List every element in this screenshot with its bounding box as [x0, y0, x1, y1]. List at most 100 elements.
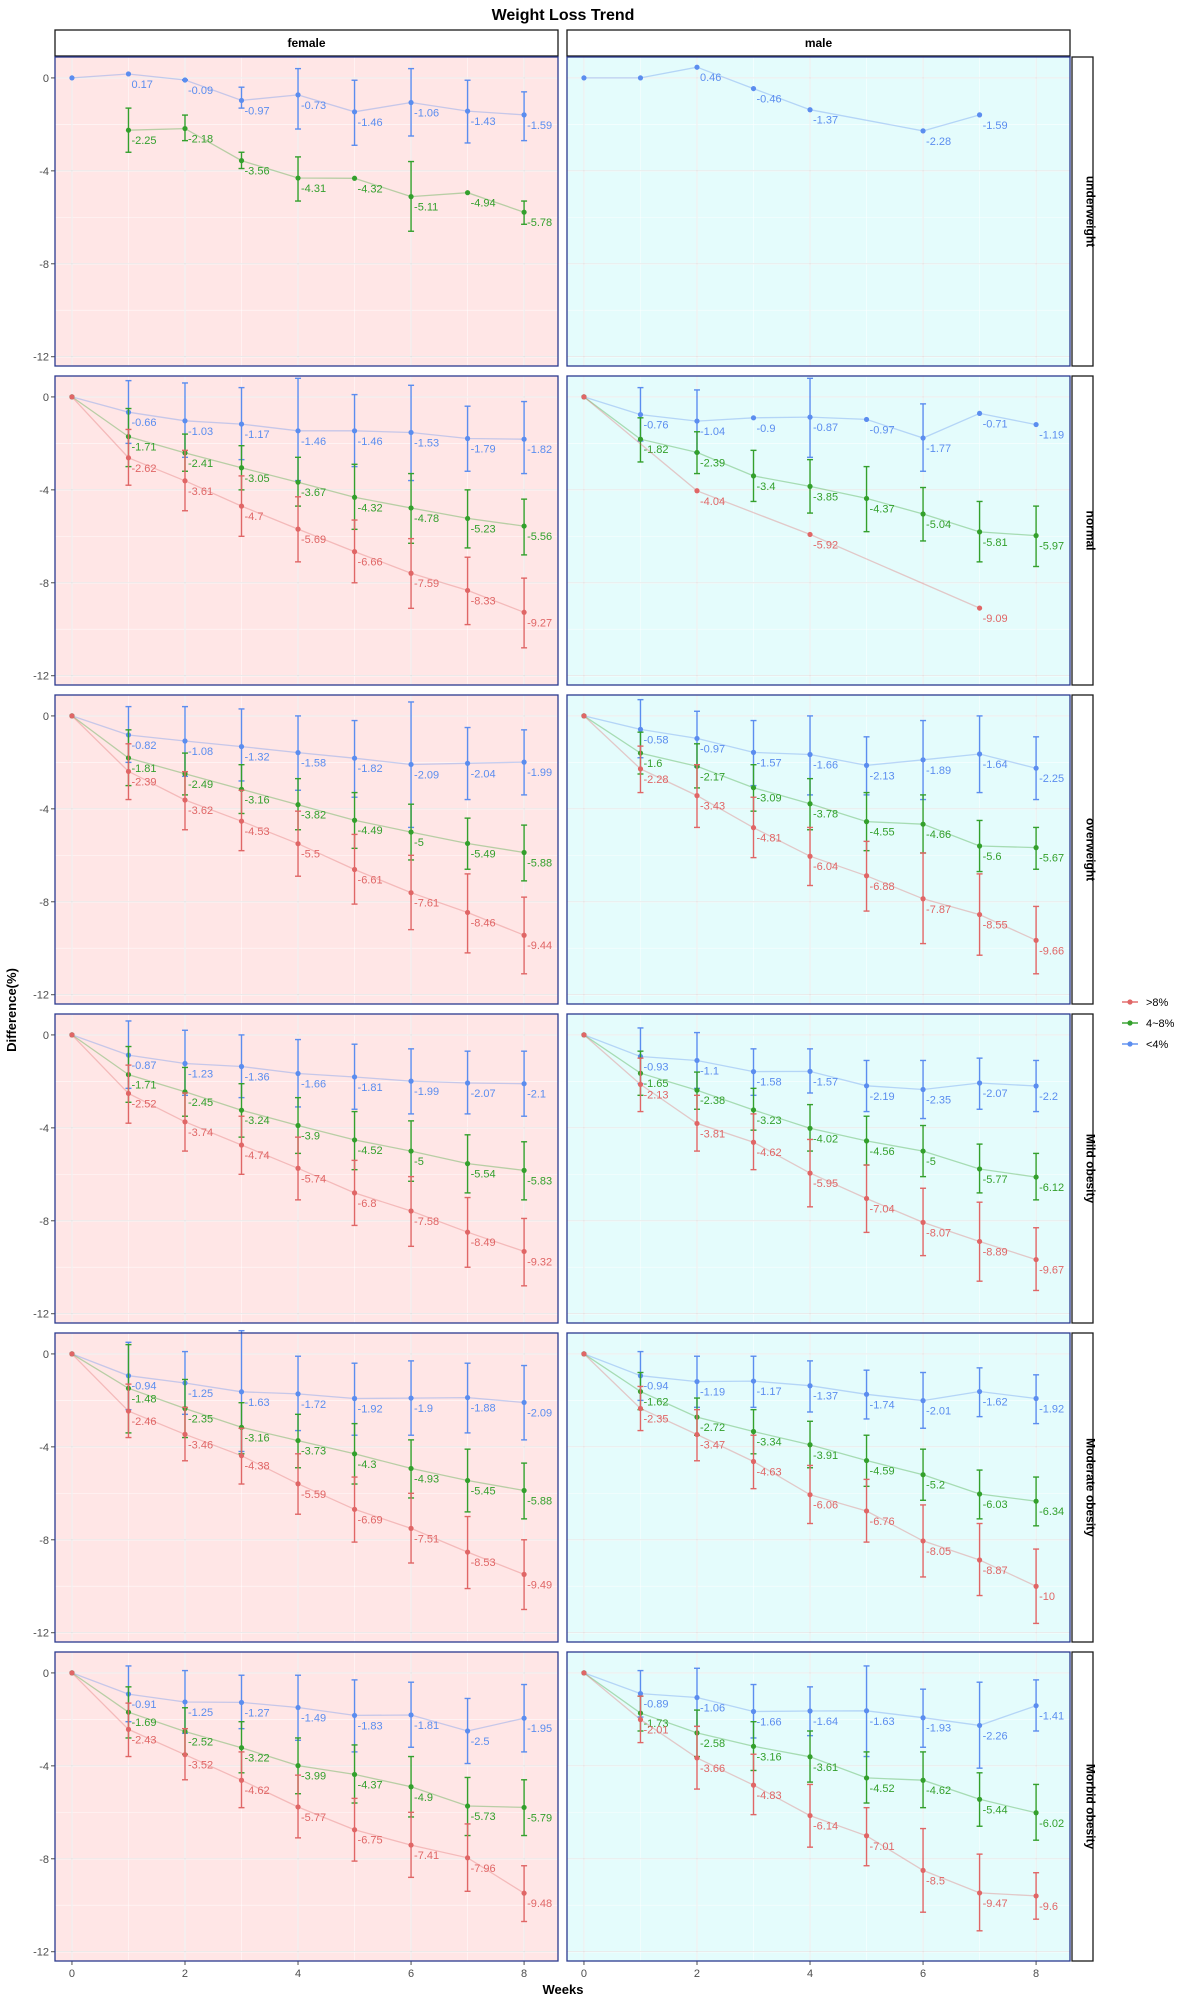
data-point — [807, 751, 813, 758]
data-label: -6.69 — [358, 1514, 383, 1526]
data-label: -2.43 — [131, 1734, 156, 1746]
data-label: -2.13 — [643, 1089, 668, 1101]
data-label: -6.02 — [1039, 1818, 1064, 1830]
data-point — [976, 112, 983, 118]
data-label: -1.27 — [245, 1707, 270, 1719]
data-label: -1.62 — [983, 1397, 1008, 1409]
data-point — [408, 570, 414, 576]
data-point — [351, 755, 358, 761]
data-label: -9.67 — [1039, 1265, 1064, 1277]
panel-border — [54, 1013, 559, 1324]
data-point — [351, 549, 358, 555]
data-label: -7.58 — [414, 1216, 439, 1228]
data-label: -1.57 — [757, 757, 782, 769]
data-label: -8.46 — [471, 917, 496, 929]
data-point — [238, 1453, 245, 1459]
data-label: -3.91 — [813, 1450, 838, 1462]
data-label: -4.31 — [301, 183, 326, 195]
data-label: -1.48 — [131, 1393, 156, 1405]
legend-key-point — [1127, 999, 1133, 1005]
data-point — [920, 1538, 926, 1544]
data-point — [807, 1125, 813, 1131]
data-point — [182, 1699, 188, 1705]
data-label: -1.99 — [527, 767, 552, 779]
data-point — [863, 819, 870, 825]
panel-morbid-obesity-male: -0.89 -1.06 -1.66 -1.64 -1.63 -1.93 -2.26 -1.41… — [566, 1651, 1071, 1962]
panel-background — [567, 1333, 1070, 1642]
chart-title: Weight Loss Trend — [492, 7, 635, 24]
x-tick-label: 8 — [521, 1968, 527, 1980]
data-point — [182, 797, 188, 803]
panel-normal-male: -0.76-1.04 -0.9 -0.87 -0.97-1.77-0.71-1.19-… — [566, 375, 1071, 686]
data-label: -2.52 — [188, 1736, 213, 1748]
panel-background — [55, 695, 558, 1004]
data-label: -1.37 — [813, 1391, 838, 1403]
data-label: -1.06 — [700, 1703, 725, 1715]
y-tick-label: 0 — [43, 1030, 49, 1042]
column-strip-male — [566, 29, 1071, 57]
data-label: -1.23 — [188, 1068, 213, 1080]
data-point — [750, 825, 757, 831]
data-point — [521, 112, 527, 118]
data-point — [295, 479, 301, 485]
data-label: -5 — [926, 1156, 936, 1168]
data-point — [694, 64, 700, 70]
legend-key-point — [1127, 1020, 1133, 1026]
data-point — [920, 1148, 926, 1154]
data-point — [807, 107, 813, 113]
data-label: -1.04 — [700, 426, 725, 438]
data-point — [464, 840, 471, 847]
panel-mild-obesity-female: -0.87-1.23 -1.36-1.66 -1.81 -1.99 -2.07 -2.1-… — [54, 1013, 559, 1324]
data-point — [807, 853, 813, 859]
data-point — [351, 109, 358, 115]
panel-underweight-male: 0.46 -0.46 -1.37 -2.28 -1.59 — [566, 56, 1071, 367]
data-point — [295, 92, 301, 98]
data-label: -1.46 — [358, 117, 383, 129]
data-label: -2.1 — [527, 1089, 546, 1101]
data-label: -0.71 — [983, 418, 1008, 430]
data-point — [750, 1428, 757, 1435]
x-tick-label: 2 — [182, 1968, 188, 1980]
data-point — [182, 1431, 188, 1437]
data-label: -0.46 — [757, 94, 782, 106]
data-label: -5.83 — [527, 1175, 552, 1187]
data-point — [351, 428, 358, 434]
x-axis-label: Weeks — [543, 1982, 584, 1997]
data-label: -2.52 — [131, 1098, 156, 1110]
data-label: -1.17 — [757, 1386, 782, 1398]
row-strip-label-mild-obesity: Mild obesity — [1084, 1134, 1098, 1204]
data-label: -5.92 — [813, 539, 838, 551]
data-label: -1.08 — [188, 746, 213, 758]
data-point — [920, 1777, 926, 1783]
data-point — [694, 1431, 700, 1438]
data-point — [976, 1796, 983, 1802]
data-label: -7.41 — [414, 1850, 439, 1862]
data-point — [295, 1763, 301, 1769]
data-label: -5.88 — [527, 1496, 552, 1508]
data-point — [295, 841, 301, 847]
panel-background — [55, 1014, 558, 1323]
data-point — [464, 1080, 471, 1086]
data-point — [351, 1074, 358, 1080]
data-label: -1.82 — [527, 444, 552, 456]
data-point — [637, 726, 644, 732]
data-label: -5.69 — [301, 534, 326, 546]
panel-background — [567, 695, 1070, 1004]
data-label: -2.62 — [131, 463, 156, 475]
data-label: -5.56 — [527, 531, 552, 543]
data-point — [807, 414, 813, 420]
data-label: -7.04 — [870, 1203, 895, 1215]
data-point — [863, 416, 870, 423]
data-label: -4.63 — [757, 1466, 782, 1478]
data-label: -4.93 — [414, 1473, 439, 1485]
data-point — [976, 1166, 983, 1172]
data-label: -0.91 — [131, 1699, 156, 1711]
data-label: -5.6 — [983, 851, 1002, 863]
data-label: -9.48 — [527, 1898, 552, 1910]
data-label: -8.5 — [926, 1875, 945, 1887]
data-point — [750, 473, 757, 479]
data-point — [408, 1078, 414, 1084]
data-point — [863, 495, 870, 502]
data-label: -3.52 — [188, 1760, 213, 1772]
data-label: -1.6 — [643, 758, 662, 770]
